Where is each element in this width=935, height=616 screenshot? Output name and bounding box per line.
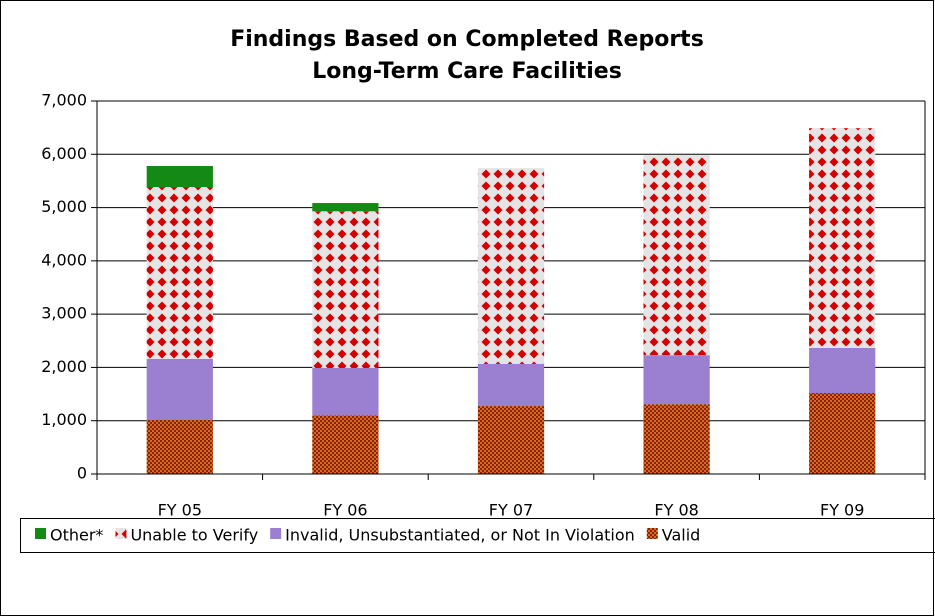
legend-swatch bbox=[646, 528, 658, 539]
legend-swatch bbox=[35, 528, 46, 539]
legend-label: Valid bbox=[662, 526, 701, 545]
x-tick-label: FY 06 bbox=[323, 501, 367, 520]
y-tick-label: 0 bbox=[77, 464, 87, 483]
x-tick-label: FY 08 bbox=[654, 501, 698, 520]
legend-label: Other* bbox=[50, 526, 103, 545]
bar-segment bbox=[477, 406, 545, 474]
bar-segment bbox=[809, 393, 876, 474]
chart-title: Findings Based on Completed Reports bbox=[230, 27, 704, 52]
legend-box bbox=[20, 518, 935, 553]
y-tick-label: 6,000 bbox=[41, 144, 87, 163]
bar-segment bbox=[809, 128, 876, 348]
legend-label: Invalid, Unsubstantiated, or Not In Viol… bbox=[285, 526, 635, 545]
bar-segment bbox=[809, 347, 876, 394]
bar-segment bbox=[146, 358, 213, 420]
x-tick-label: FY 05 bbox=[158, 501, 202, 520]
chart-subtitle: Long-Term Care Facilities bbox=[312, 59, 622, 84]
y-tick-label: 1,000 bbox=[41, 410, 87, 429]
x-tick-label: FY 07 bbox=[489, 501, 533, 520]
y-tick-label: 4,000 bbox=[41, 250, 87, 269]
bar-segment bbox=[643, 404, 710, 474]
y-tick-label: 3,000 bbox=[41, 304, 87, 323]
bar-segment bbox=[312, 203, 379, 212]
bar-segment bbox=[312, 367, 379, 416]
bar-segment bbox=[146, 187, 213, 359]
bar-segment bbox=[643, 155, 710, 356]
legend-swatch bbox=[115, 528, 127, 539]
bar-segment bbox=[643, 355, 710, 405]
bar-segment bbox=[312, 211, 379, 368]
bar-segment bbox=[146, 419, 213, 474]
y-tick-label: 2,000 bbox=[41, 357, 87, 376]
y-tick-label: 7,000 bbox=[41, 91, 87, 110]
y-tick-label: 5,000 bbox=[41, 197, 87, 216]
bar-segment bbox=[312, 415, 379, 474]
bar-segment bbox=[146, 166, 213, 188]
bar-segment bbox=[477, 168, 545, 364]
legend-swatch bbox=[270, 528, 282, 539]
bar-segment bbox=[477, 363, 545, 407]
legend-label: Unable to Verify bbox=[130, 526, 258, 545]
x-tick-label: FY 09 bbox=[820, 501, 864, 520]
